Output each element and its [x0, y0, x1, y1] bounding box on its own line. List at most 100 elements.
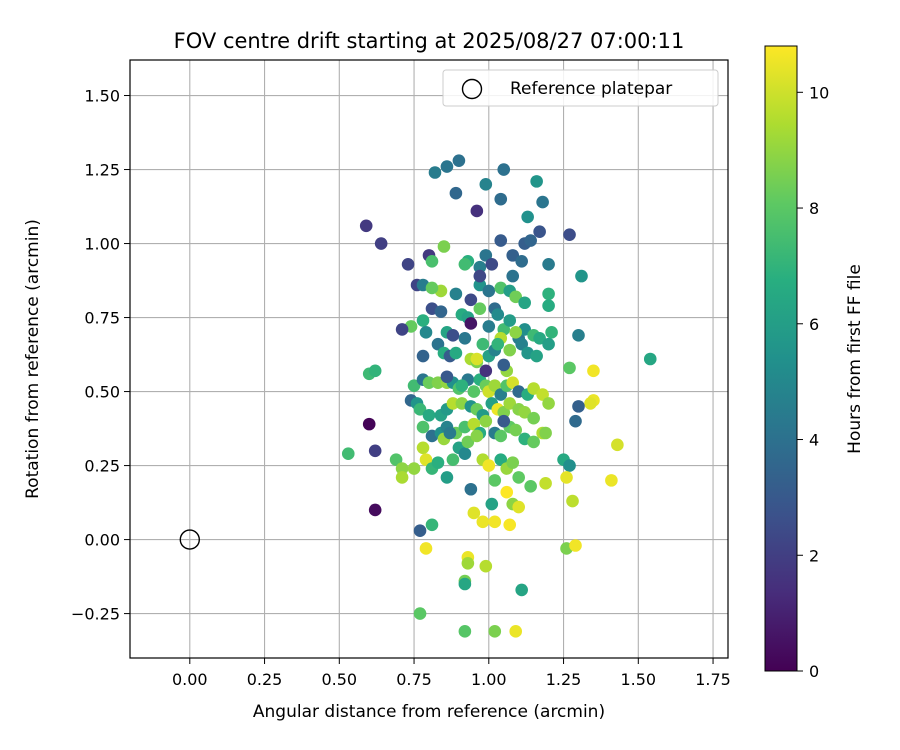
colorbar-tick-label: 8: [809, 199, 819, 218]
data-point: [503, 343, 517, 357]
data-point: [359, 219, 373, 233]
data-point: [479, 249, 493, 262]
data-point: [530, 175, 543, 188]
data-point: [503, 314, 517, 327]
data-point: [434, 305, 448, 318]
colorbar-tick-label: 2: [809, 546, 819, 565]
data-point: [419, 453, 433, 466]
colorbar-gradient: [764, 45, 798, 672]
data-point: [416, 314, 430, 327]
x-tick-label: 0.50: [321, 670, 357, 689]
data-point: [488, 379, 502, 392]
x-tick-label: 0.75: [396, 670, 432, 689]
data-point: [368, 503, 382, 517]
data-point: [479, 414, 493, 428]
data-point: [467, 506, 481, 520]
data-point: [482, 320, 496, 333]
data-point: [542, 337, 555, 351]
data-point: [479, 364, 493, 378]
data-point: [425, 255, 439, 268]
data-point: [449, 287, 463, 301]
data-point: [527, 411, 540, 425]
data-point: [416, 349, 430, 363]
data-point: [431, 456, 445, 469]
legend-box: [442, 69, 719, 107]
data-point: [515, 583, 528, 597]
y-tick-label: 0.25: [84, 457, 120, 476]
data-point: [464, 317, 478, 330]
data-point: [500, 485, 514, 499]
data-point: [455, 379, 469, 392]
reference-point-marker: [179, 529, 201, 550]
data-point: [542, 299, 555, 313]
data-point: [503, 518, 517, 532]
data-point: [476, 515, 490, 529]
x-axis-ticks: 0.00 0.25 0.50 0.75 1.00 1.25 1.50 1.75: [172, 658, 731, 689]
data-point: [494, 234, 508, 247]
data-point: [440, 160, 454, 173]
x-tick-label: 1.50: [620, 670, 656, 689]
data-point: [479, 178, 493, 191]
legend: Reference platepar: [442, 69, 719, 107]
data-point: [572, 400, 585, 413]
data-point: [512, 500, 525, 514]
data-point: [452, 154, 466, 167]
data-point: [494, 429, 508, 443]
data-point: [431, 376, 445, 389]
data-point: [605, 474, 618, 487]
data-point: [407, 462, 421, 475]
data-point: [563, 361, 576, 375]
data-point: [419, 326, 433, 339]
data-point: [368, 364, 382, 378]
data-point: [643, 352, 657, 366]
data-point: [401, 257, 415, 271]
x-tick-label: 1.25: [546, 670, 582, 689]
colorbar: 0 2 4 6 8 10 Hours from first FF file: [764, 45, 865, 681]
data-point: [458, 447, 472, 461]
data-point: [473, 302, 487, 315]
data-point: [539, 426, 552, 440]
data-point: [449, 346, 463, 360]
data-point: [518, 296, 531, 310]
data-point: [509, 290, 523, 304]
data-point: [485, 497, 499, 511]
data-point: [422, 408, 436, 422]
data-point: [473, 260, 487, 274]
data-point: [362, 417, 376, 431]
x-tick-label: 0.25: [247, 670, 283, 689]
y-tick-label: 0.00: [84, 531, 120, 550]
colorbar-ticks: 0 2 4 6 8 10: [797, 83, 829, 681]
data-point: [473, 269, 487, 283]
data-point: [497, 358, 511, 372]
data-point: [461, 556, 475, 570]
data-point: [569, 414, 582, 428]
data-point: [425, 518, 439, 532]
data-point: [395, 323, 409, 336]
y-tick-label: 1.00: [84, 235, 120, 254]
y-axis-label: Rotation from reference (arcmin): [23, 219, 43, 499]
data-point: [512, 471, 525, 484]
colorbar-label: Hours from first FF file: [845, 264, 865, 454]
data-point: [539, 477, 552, 490]
data-point: [437, 240, 451, 253]
data-point: [470, 429, 484, 443]
data-point: [509, 423, 523, 437]
data-point: [566, 494, 579, 508]
data-point: [413, 524, 427, 538]
colorbar-tick-label: 4: [809, 431, 819, 450]
colorbar-tick-label: 0: [809, 662, 819, 681]
data-point: [446, 329, 460, 342]
y-tick-label: 0.75: [84, 309, 120, 328]
data-point: [440, 471, 454, 484]
data-point: [506, 376, 520, 389]
data-point: [479, 559, 493, 573]
data-point: [491, 308, 505, 321]
data-point: [497, 163, 511, 176]
data-point: [536, 388, 549, 401]
plot-frame: [129, 59, 729, 659]
data-point: [440, 370, 454, 384]
data-point: [509, 326, 523, 339]
data-point: [560, 471, 573, 484]
data-point: [443, 426, 457, 440]
